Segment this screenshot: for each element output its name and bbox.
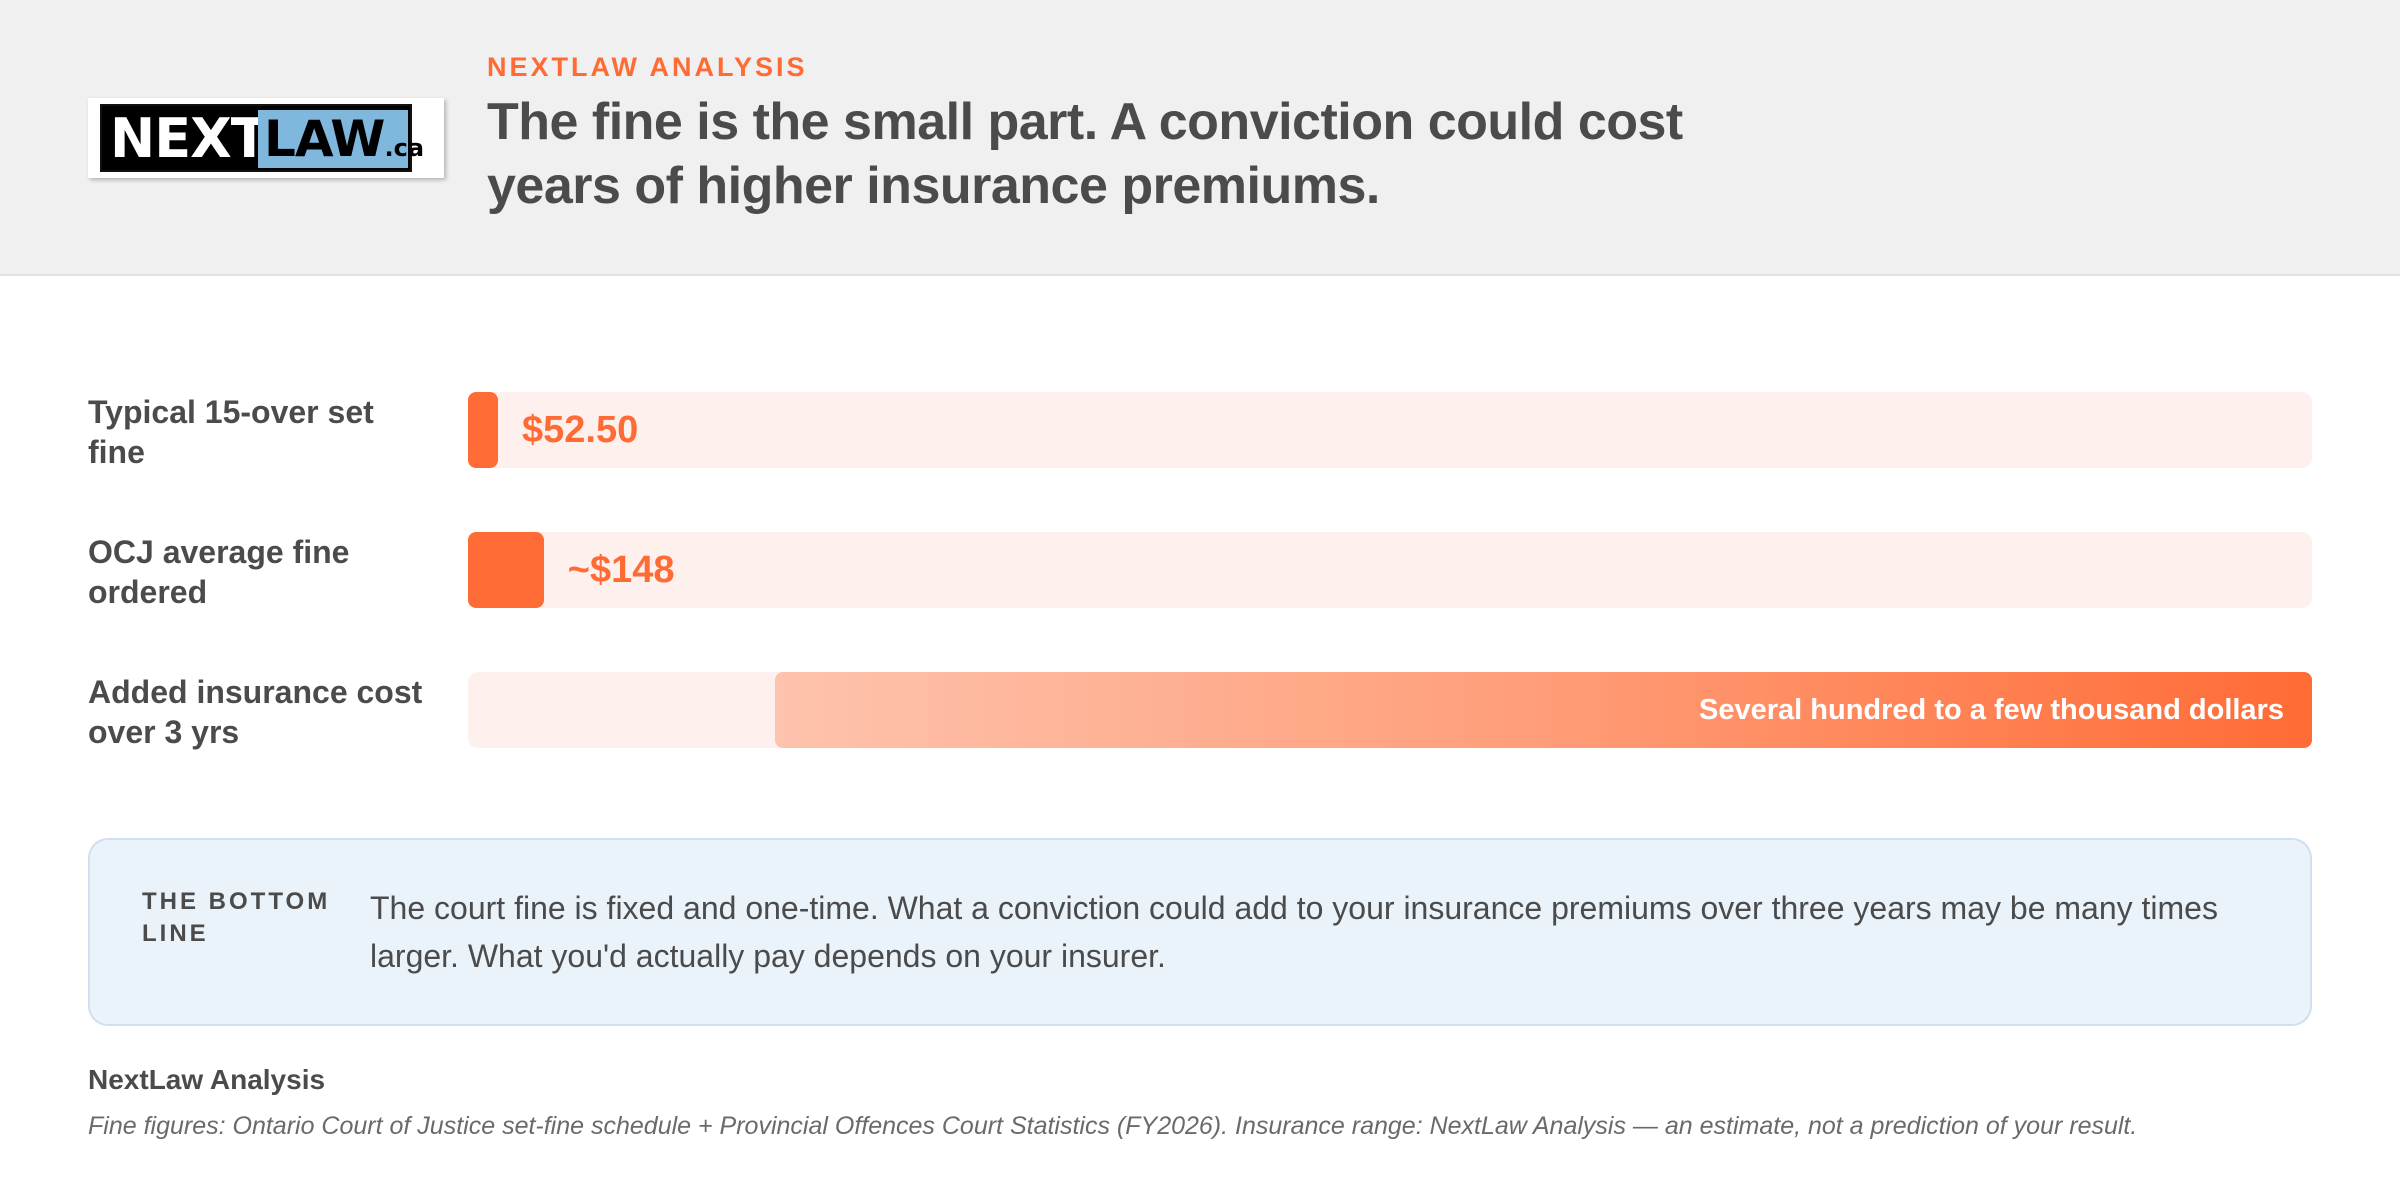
bar-value-ocj-average: ~$148 <box>567 549 675 591</box>
bar-track-ocj-average: ~$148 <box>468 532 2312 608</box>
nextlaw-logo[interactable]: NEXT LAW.ca <box>88 98 444 178</box>
bar-value-set-fine: $52.50 <box>522 409 639 451</box>
bottom-line-label: THE BOTTOM LINE <box>142 888 331 947</box>
bar-label-set-fine: Typical 15-over set fine <box>88 394 374 470</box>
logo-ca-text: .ca <box>384 134 425 162</box>
source-note: Fine figures: Ontario Court of Justice s… <box>88 1112 2138 1140</box>
header: NEXT LAW.ca NEXTLAW ANALYSIS The fine is… <box>0 0 2400 276</box>
bar-ocj-average <box>468 532 544 608</box>
bar-track-set-fine: $52.50 <box>468 392 2312 468</box>
kicker: NEXTLAW ANALYSIS <box>487 52 808 82</box>
bottom-line-callout: THE BOTTOM LINE The court fine is fixed … <box>88 838 2312 1026</box>
bar-value-insurance-cost: Several hundred to a few thousand dollar… <box>1699 694 2284 726</box>
bar-set-fine <box>468 392 498 468</box>
logo-mark: NEXT LAW.ca <box>100 104 424 172</box>
logo-law-text: LAW.ca <box>258 110 424 168</box>
bar-label-ocj-average: OCJ average fine ordered <box>88 534 350 610</box>
bottom-line-text: The court fine is fixed and one-time. Wh… <box>370 890 2218 974</box>
source-title: NextLaw Analysis <box>88 1064 326 1095</box>
logo-next-text: NEXT <box>110 107 268 170</box>
bar-track-insurance-cost: Several hundred to a few thousand dollar… <box>468 672 2312 748</box>
bar-label-insurance-cost: Added insurance cost over 3 yrs <box>88 674 423 750</box>
bar-insurance-range: Several hundred to a few thousand dollar… <box>775 672 2312 748</box>
page-title: The fine is the small part. A conviction… <box>487 93 1683 215</box>
